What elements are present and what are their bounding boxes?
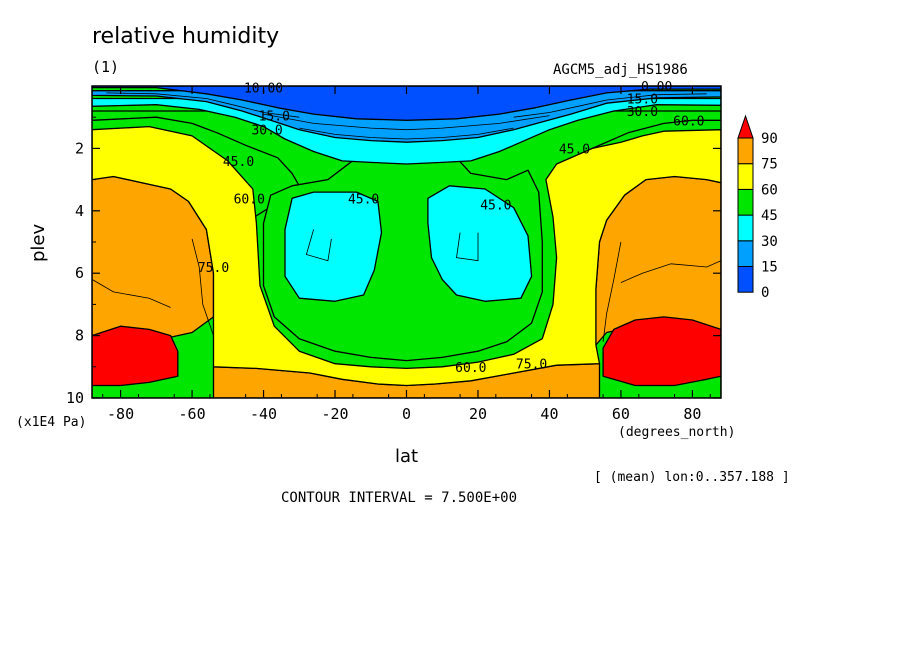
x-axis-units: (degrees_north) — [618, 425, 736, 440]
contour-line — [263, 113, 550, 131]
mean-note: [ (mean) lon:0..357.188 ] — [594, 470, 790, 485]
contour-line — [299, 127, 514, 140]
contour-label: 75.0 — [516, 358, 547, 373]
contour-line — [513, 93, 707, 118]
contour-label: 15.0 — [259, 110, 290, 125]
contour-region-0-15 — [92, 86, 721, 121]
chart-title: relative humidity — [92, 24, 280, 49]
y-tick-label: 6 — [75, 264, 84, 282]
contour-line — [305, 229, 332, 262]
contour-label: 75.0 — [198, 261, 229, 276]
contour-line — [106, 92, 300, 118]
colorbar-swatch — [737, 214, 754, 242]
contour-line — [456, 232, 479, 262]
contour-label: 60.0 — [234, 192, 265, 207]
y-tick-label: 2 — [75, 139, 84, 157]
colorbar-label: 45 — [761, 208, 778, 224]
x-tick-label: 40 — [540, 405, 558, 423]
colorbar-label: 15 — [761, 260, 778, 276]
contour-label: 60.0 — [455, 361, 486, 376]
colorbar-label: 75 — [761, 157, 778, 173]
y-axis-label: plev — [28, 223, 49, 262]
contour-label: 45.0 — [559, 142, 590, 157]
colorbar-label: 30 — [761, 234, 778, 250]
contour-region-60-75 — [92, 125, 721, 387]
y-tick-label: 8 — [75, 327, 84, 345]
y-axis-units: (x1E4 Pa) — [16, 415, 87, 430]
contour-label: 30.0 — [627, 105, 658, 120]
y-tick-label: 10 — [66, 389, 84, 407]
contour-label: 45.0 — [348, 192, 379, 207]
contour-interval: CONTOUR INTERVAL = 7.500E+00 — [281, 490, 518, 506]
colorbar-extend-arrow — [737, 114, 754, 139]
x-axis-label: lat — [395, 446, 419, 467]
contour-label: 45.0 — [223, 155, 254, 170]
colorbar-swatch — [737, 240, 754, 268]
contour-region-90+ — [92, 325, 179, 387]
contour-fills — [92, 86, 721, 398]
colorbar-label: 0 — [761, 285, 769, 301]
contour-line — [602, 241, 622, 342]
x-tick-label: -40 — [250, 405, 277, 423]
x-tick-label: 80 — [683, 405, 701, 423]
y-tick-label: 4 — [75, 202, 84, 220]
x-tick-label: -60 — [179, 405, 206, 423]
contour-label: 30.0 — [251, 124, 282, 139]
contour-line — [92, 279, 171, 308]
x-tick-label: -20 — [321, 405, 348, 423]
contour-region-90+ — [602, 316, 721, 387]
contour-region-30-45 — [284, 191, 383, 302]
colorbar-swatch — [737, 163, 754, 190]
colorbar-swatch — [737, 266, 754, 293]
contour-label: 60.0 — [673, 114, 704, 129]
contour-label: 15.0 — [627, 92, 658, 107]
x-tick-label: -80 — [107, 405, 134, 423]
x-tick-label: 0 — [402, 405, 411, 423]
model-name: AGCM5_adj_HS1986 — [553, 62, 688, 78]
colorbar-label: 90 — [761, 131, 778, 147]
contour-line — [191, 238, 214, 336]
colorbar-swatch — [737, 137, 754, 165]
x-tick-label: 20 — [469, 405, 487, 423]
contour-line — [620, 260, 721, 283]
x-tick-label: 60 — [612, 405, 630, 423]
colorbar-label: 60 — [761, 182, 778, 198]
contour-label: 0.00 — [641, 80, 672, 95]
colorbar-swatch — [737, 188, 754, 216]
contour-region-30-45 — [427, 185, 533, 302]
chart-subtitle: (1) — [92, 58, 120, 76]
contour-label: 45.0 — [480, 199, 511, 214]
